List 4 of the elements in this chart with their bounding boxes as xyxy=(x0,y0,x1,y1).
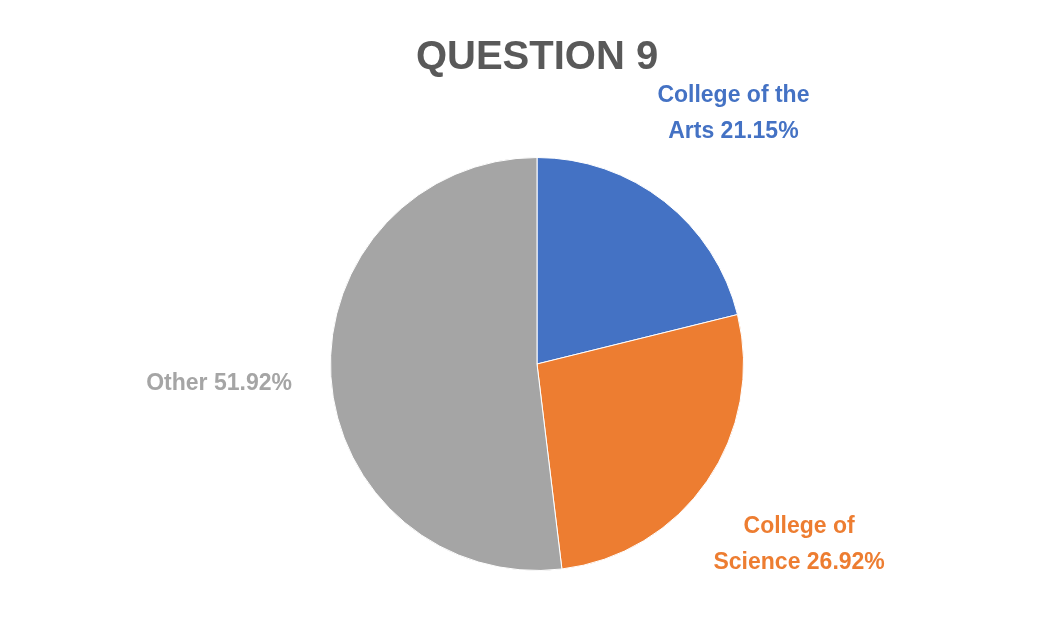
slice-label: College of the Arts 21.15% xyxy=(657,80,810,143)
slice-label: College of Science 26.92% xyxy=(713,512,885,575)
chart-title: QUESTION 9 xyxy=(415,33,659,78)
slice-label: Other 51.92% xyxy=(146,368,292,395)
